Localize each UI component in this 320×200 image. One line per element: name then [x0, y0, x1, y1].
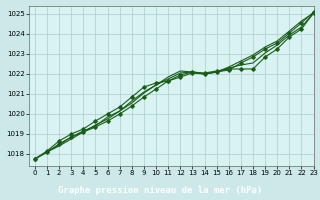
Text: Graphe pression niveau de la mer (hPa): Graphe pression niveau de la mer (hPa): [58, 186, 262, 195]
